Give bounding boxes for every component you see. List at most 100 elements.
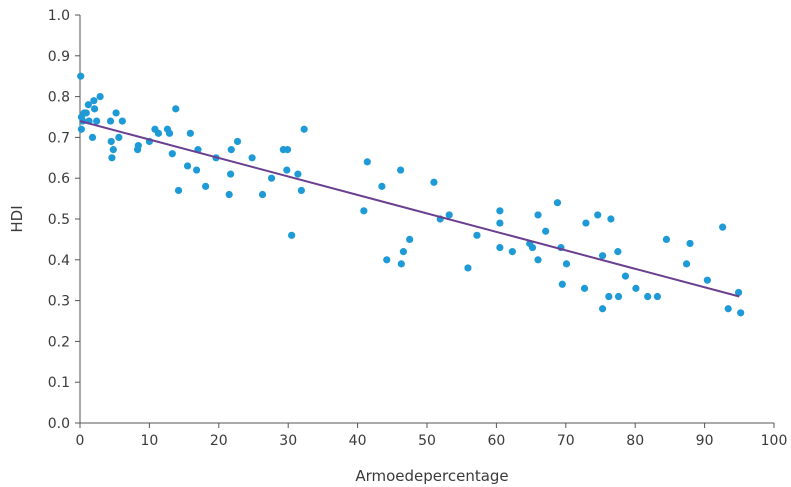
data-point bbox=[614, 248, 622, 256]
data-point bbox=[248, 154, 256, 162]
x-tick-label: 30 bbox=[279, 433, 297, 449]
data-point bbox=[614, 292, 623, 301]
data-point bbox=[464, 264, 472, 272]
data-point bbox=[96, 93, 104, 101]
data-point bbox=[112, 109, 120, 117]
y-axis-title: HDI bbox=[8, 205, 26, 232]
data-point bbox=[134, 141, 142, 150]
data-point bbox=[90, 105, 99, 113]
data-point bbox=[93, 117, 101, 125]
data-point bbox=[174, 186, 183, 195]
x-tick-label: 50 bbox=[418, 433, 436, 449]
data-point bbox=[397, 166, 405, 174]
data-point bbox=[77, 125, 85, 133]
x-axis-ticks: 0 10 20 30 40 50 60 70 80 90 100 bbox=[76, 423, 788, 449]
y-axis-ticks: 0.0 0.1 0.2 0.3 0.4 0.5 0.6 0.7 0.8 0.9 1.0 bbox=[48, 8, 80, 432]
data-point bbox=[508, 248, 516, 256]
data-point bbox=[154, 129, 163, 137]
y-tick-label: 0.3 bbox=[48, 294, 70, 310]
data-points bbox=[77, 72, 745, 317]
y-tick-label: 0.0 bbox=[48, 416, 70, 432]
data-point bbox=[653, 292, 662, 301]
data-point bbox=[406, 235, 414, 243]
x-axis-title: Armoedepercentage bbox=[355, 467, 508, 485]
data-point bbox=[605, 292, 613, 301]
data-point bbox=[496, 207, 504, 215]
data-point bbox=[682, 260, 691, 268]
data-point bbox=[283, 146, 292, 154]
data-point bbox=[430, 178, 438, 186]
data-point bbox=[258, 190, 267, 199]
data-point bbox=[735, 288, 743, 297]
y-tick-label: 0.4 bbox=[48, 253, 70, 269]
data-point bbox=[378, 182, 386, 190]
data-point bbox=[399, 248, 408, 256]
data-point bbox=[473, 231, 481, 239]
data-point bbox=[300, 125, 308, 133]
data-point bbox=[363, 158, 371, 166]
y-tick-label: 0.1 bbox=[48, 375, 70, 391]
data-point bbox=[82, 109, 90, 117]
data-point bbox=[496, 219, 504, 227]
data-point bbox=[445, 211, 453, 219]
data-point bbox=[84, 101, 92, 109]
x-tick-label: 60 bbox=[487, 433, 505, 449]
y-tick-label: 0.9 bbox=[48, 49, 70, 65]
data-point bbox=[598, 252, 607, 260]
data-point bbox=[607, 215, 615, 223]
data-point bbox=[225, 190, 233, 199]
data-point bbox=[283, 166, 291, 174]
trend-line bbox=[79, 120, 740, 298]
x-tick-label: 100 bbox=[761, 433, 788, 449]
data-point bbox=[202, 182, 210, 190]
data-point bbox=[580, 284, 589, 292]
data-point bbox=[192, 166, 201, 174]
y-tick-label: 0.2 bbox=[48, 334, 70, 350]
data-point bbox=[598, 305, 607, 313]
data-point bbox=[115, 133, 123, 141]
y-tick-label: 1.0 bbox=[48, 8, 70, 24]
y-tick-label: 0.5 bbox=[48, 212, 70, 228]
data-point bbox=[686, 239, 694, 248]
data-point bbox=[186, 129, 194, 137]
data-point bbox=[106, 117, 115, 125]
data-point bbox=[719, 223, 727, 231]
data-point bbox=[77, 72, 85, 80]
data-point bbox=[644, 292, 652, 301]
x-tick-label: 90 bbox=[696, 433, 714, 449]
data-point bbox=[703, 276, 711, 284]
data-point bbox=[553, 199, 562, 207]
data-point bbox=[383, 256, 391, 264]
data-point bbox=[562, 260, 571, 268]
data-point bbox=[594, 211, 602, 219]
y-tick-label: 0.6 bbox=[48, 171, 70, 187]
data-point bbox=[632, 284, 640, 292]
data-point bbox=[397, 260, 405, 268]
data-point bbox=[558, 280, 566, 288]
data-point bbox=[534, 256, 542, 264]
data-point bbox=[360, 207, 368, 215]
plot-area: 0.0 0.1 0.2 0.3 0.4 0.5 0.6 0.7 0.8 0.9 1.0 0 10 20 3… bbox=[48, 8, 788, 449]
data-point bbox=[582, 219, 590, 227]
data-point bbox=[226, 170, 235, 178]
y-tick-label: 0.8 bbox=[48, 90, 70, 106]
data-point bbox=[227, 146, 235, 154]
data-point bbox=[534, 211, 542, 219]
data-point bbox=[267, 174, 276, 182]
data-point bbox=[118, 117, 126, 125]
data-point bbox=[108, 154, 116, 162]
data-point bbox=[172, 105, 180, 113]
data-point bbox=[88, 133, 97, 141]
data-point bbox=[542, 227, 550, 235]
data-point bbox=[724, 305, 732, 313]
x-tick-label: 80 bbox=[626, 433, 644, 449]
data-point bbox=[168, 150, 176, 158]
data-point bbox=[165, 129, 174, 137]
y-tick-label: 0.7 bbox=[48, 130, 70, 146]
data-point bbox=[662, 235, 671, 243]
x-tick-label: 40 bbox=[349, 433, 367, 449]
data-point bbox=[496, 243, 504, 252]
data-point bbox=[107, 137, 115, 146]
data-point bbox=[233, 137, 242, 146]
